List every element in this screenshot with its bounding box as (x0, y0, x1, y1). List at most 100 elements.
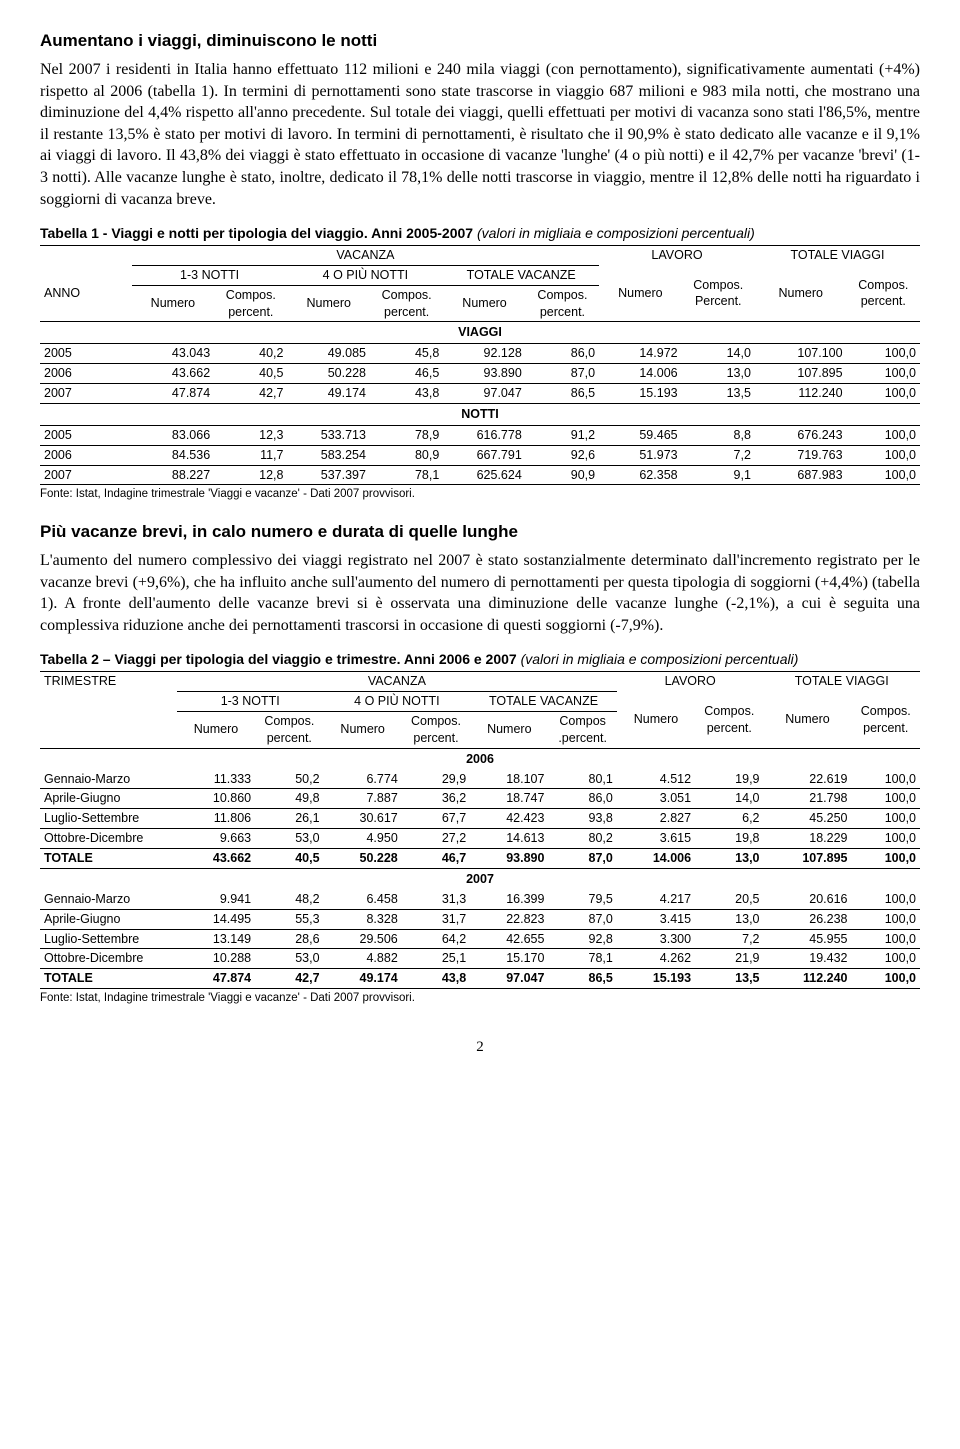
table-cell: 22.823 (470, 909, 548, 929)
table-cell: 676.243 (755, 425, 847, 445)
table-cell: 50.228 (324, 849, 402, 869)
table-cell: 11,7 (214, 445, 287, 465)
table-cell: 45,8 (370, 344, 443, 364)
table-cell: 84.536 (132, 445, 214, 465)
table-cell: 64,2 (402, 929, 470, 949)
table-cell: 31,3 (402, 890, 470, 909)
table1-source: Fonte: Istat, Indagine trimestrale 'Viag… (40, 487, 920, 503)
table-cell: 100,0 (847, 465, 920, 485)
table-cell: 4.950 (324, 829, 402, 849)
table-row: TOTALE43.66240,550.22846,793.89087,014.0… (40, 849, 920, 869)
table-cell: 45.955 (764, 929, 852, 949)
table-cell: 59.465 (599, 425, 681, 445)
table-cell: 10.288 (177, 949, 255, 969)
table-cell: 80,9 (370, 445, 443, 465)
table-cell: 19,9 (695, 770, 763, 789)
table-cell: 86,0 (526, 344, 599, 364)
table-cell: 7,2 (695, 929, 763, 949)
table-cell: Aprile-Giugno (40, 789, 177, 809)
table2-hdr-lavoro: LAVORO (617, 672, 764, 692)
table-cell: 92,8 (548, 929, 616, 949)
table-cell: 86,5 (548, 969, 616, 989)
table-cell: 107.895 (755, 364, 847, 384)
table-cell: 4.512 (617, 770, 695, 789)
table-cell: 2.827 (617, 809, 695, 829)
table-cell: 87,0 (548, 849, 616, 869)
table-cell: 50.228 (287, 364, 369, 384)
table-cell: 20,5 (695, 890, 763, 909)
table-cell: 14.006 (617, 849, 695, 869)
table-cell: 625.624 (443, 465, 525, 485)
table-cell: 79,5 (548, 890, 616, 909)
table-cell: 15.170 (470, 949, 548, 969)
table-row: Luglio-Settembre11.80626,130.61767,742.4… (40, 809, 920, 829)
table-cell: 18.747 (470, 789, 548, 809)
table-cell: 14.613 (470, 829, 548, 849)
table-cell: 25,1 (402, 949, 470, 969)
table1-section-viaggi: VIAGGI (40, 322, 920, 344)
section2-title: Più vacanze brevi, in calo numero e dura… (40, 521, 920, 544)
table1-caption: Tabella 1 - Viaggi e notti per tipologia… (40, 224, 920, 243)
table-cell: 49.085 (287, 344, 369, 364)
table-cell: 40,5 (255, 849, 323, 869)
table2-caption-italic: (valori in migliaia e composizioni perce… (521, 651, 799, 667)
table1-hdr-totale: TOTALE VIAGGI (755, 245, 920, 265)
table-cell: 93,8 (548, 809, 616, 829)
table-row: 200788.22712,8537.39778,1625.62490,962.3… (40, 465, 920, 485)
table1-col-numero: Numero (599, 265, 681, 322)
table-cell: 53,0 (255, 949, 323, 969)
table-cell: 43.662 (177, 849, 255, 869)
table-cell: Ottobre-Dicembre (40, 829, 177, 849)
table1-col-numero: Numero (287, 285, 369, 322)
table-cell: 100,0 (852, 809, 921, 829)
table-cell: 42,7 (255, 969, 323, 989)
table-row: 200747.87442,749.17443,897.04786,515.193… (40, 384, 920, 404)
table-cell: 88.227 (132, 465, 214, 485)
table-row: 200543.04340,249.08545,892.12886,014.972… (40, 344, 920, 364)
table2-col-numero: Numero (324, 711, 402, 748)
table-cell: Gennaio-Marzo (40, 770, 177, 789)
table-cell: 29,9 (402, 770, 470, 789)
table-cell: 53,0 (255, 829, 323, 849)
table1-caption-bold: Tabella 1 - Viaggi e notti per tipologia… (40, 225, 477, 241)
table-cell: 107.100 (755, 344, 847, 364)
table-cell: 40,5 (214, 364, 287, 384)
table-cell: 43,8 (402, 969, 470, 989)
table-row: Luglio-Settembre13.14928,629.50664,242.6… (40, 929, 920, 949)
table2-caption-bold: Tabella 2 – Viaggi per tipologia del via… (40, 651, 521, 667)
table-cell: 3.051 (617, 789, 695, 809)
table-cell: 42.423 (470, 809, 548, 829)
table-cell: 100,0 (847, 364, 920, 384)
table-cell: 15.193 (617, 969, 695, 989)
table-cell: 14.006 (599, 364, 681, 384)
table-cell: 13,0 (682, 364, 755, 384)
table-row: 200583.06612,3533.71378,9616.77891,259.4… (40, 425, 920, 445)
table-cell: 78,1 (370, 465, 443, 485)
table-cell: Luglio-Settembre (40, 929, 177, 949)
table-cell: 80,1 (548, 770, 616, 789)
table2-col-numero: Numero (177, 711, 255, 748)
table-cell: 616.778 (443, 425, 525, 445)
table-cell: 30.617 (324, 809, 402, 829)
table-cell: 7.887 (324, 789, 402, 809)
table-cell: 100,0 (852, 789, 921, 809)
table-cell: 87,0 (548, 909, 616, 929)
table-cell: 100,0 (852, 909, 921, 929)
table-cell: 583.254 (287, 445, 369, 465)
table2-col-compos: Compos. percent. (852, 692, 921, 749)
section1-title: Aumentano i viaggi, diminuiscono le nott… (40, 30, 920, 53)
table-cell: 533.713 (287, 425, 369, 445)
table1-col-compos: Compos. percent. (214, 285, 287, 322)
table-cell: 48,2 (255, 890, 323, 909)
table-cell: 13,0 (695, 909, 763, 929)
table-cell: 3.300 (617, 929, 695, 949)
table1-caption-italic: (valori in migliaia e composizioni perce… (477, 225, 755, 241)
table-cell: 537.397 (287, 465, 369, 485)
table-cell: 14.972 (599, 344, 681, 364)
table1-col-compos-cap: Compos. Percent. (682, 265, 755, 322)
table-cell: 2007 (40, 465, 132, 485)
table2-col-compos2: Compos .percent. (548, 711, 616, 748)
table-cell: 19,8 (695, 829, 763, 849)
table-cell: 78,1 (548, 949, 616, 969)
table-row: Ottobre-Dicembre9.66353,04.95027,214.613… (40, 829, 920, 849)
